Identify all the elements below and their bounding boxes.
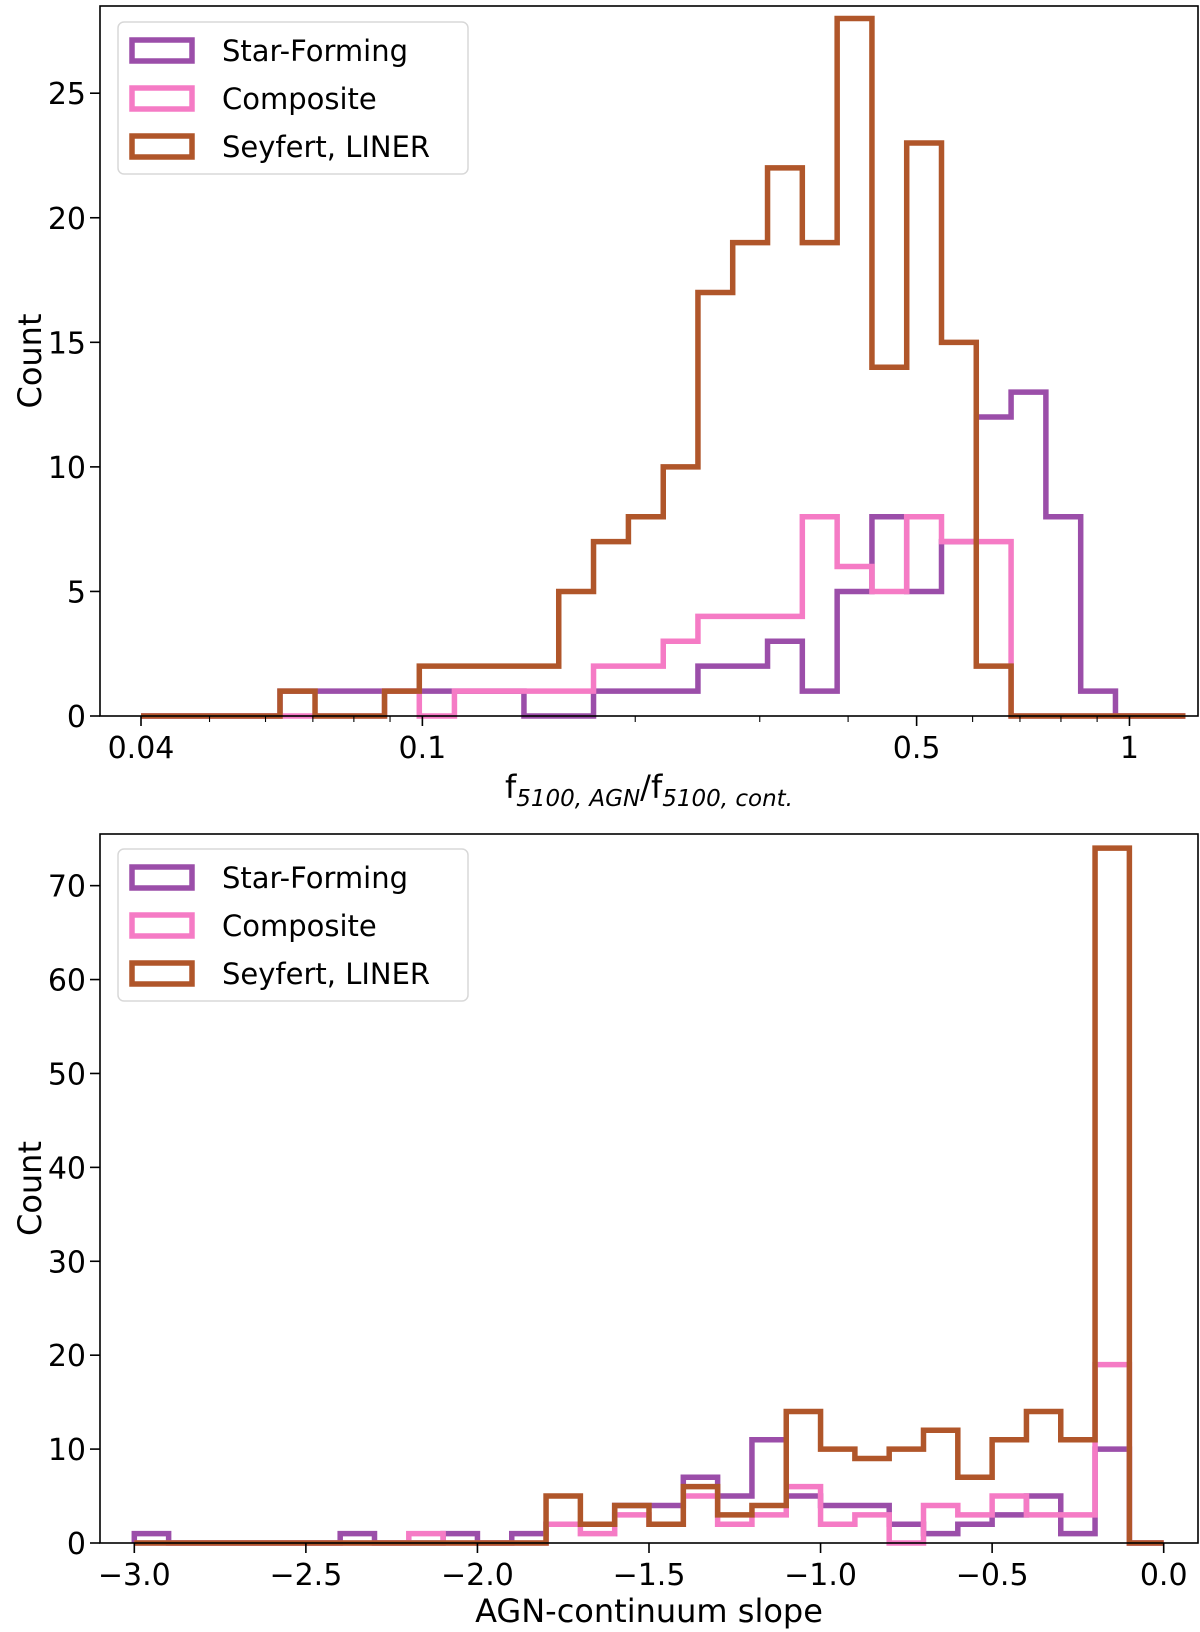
- legend-box: [117, 848, 469, 1002]
- legend-label-star-forming: Star-Forming: [222, 861, 408, 895]
- legend-label-composite: Composite: [222, 82, 377, 116]
- y-tick-label: 50: [48, 1057, 86, 1092]
- x-tick-label: 0.04: [108, 731, 175, 766]
- y-tick-label: 0: [67, 700, 86, 735]
- legend-swatch-composite: [129, 85, 195, 112]
- y-tick-label: 30: [48, 1245, 86, 1280]
- x-tick-label: 0.0: [1140, 1558, 1188, 1593]
- legend-box: [117, 21, 469, 175]
- x-tick-label: −1.5: [613, 1558, 686, 1593]
- y-tick-label: 20: [48, 202, 86, 237]
- x-tick-label: 1: [1120, 731, 1139, 766]
- y-axis-label: Count: [11, 313, 49, 408]
- y-tick-label: 10: [48, 1433, 86, 1468]
- bottom-histogram-panel: 0 10 20 30 40 50 60 70 −3.0 −2.5 −2.0 −1.5 −1.0 −0.5 0…: [11, 833, 1199, 1630]
- top-histogram-panel: 0 5 10 15 20 25 0.04 0.1 0.5 1 Count f5100, AGN/f51…: [11, 5, 1199, 812]
- legend: Star-Forming Composite Seyfert, LINER: [117, 848, 469, 1002]
- y-axis-label: Count: [11, 1141, 49, 1236]
- x-tick-label: −2.0: [441, 1558, 514, 1593]
- x-tick-label: −2.5: [269, 1558, 342, 1593]
- x-axis-label: AGN-continuum slope: [475, 1592, 823, 1630]
- legend-swatch-seyfert-liner: [129, 133, 195, 160]
- y-tick-label: 5: [67, 575, 86, 610]
- y-tick-label: 10: [48, 451, 86, 486]
- legend-label-seyfert-liner: Seyfert, LINER: [222, 957, 430, 991]
- x-tick-label: 0.1: [399, 731, 447, 766]
- x-tick-label: −1.0: [784, 1558, 857, 1593]
- legend: Star-Forming Composite Seyfert, LINER: [117, 21, 469, 175]
- series-star-forming-step: [131, 1436, 1164, 1546]
- legend-swatch-star-forming: [129, 37, 195, 64]
- x-tick-label: −3.0: [98, 1558, 171, 1593]
- plot-frame: [99, 5, 1199, 717]
- x-tick-label: −0.5: [956, 1558, 1029, 1593]
- legend-label-star-forming: Star-Forming: [222, 34, 408, 68]
- y-tick-label: 20: [48, 1339, 86, 1374]
- legend-swatch-star-forming: [129, 864, 195, 891]
- x-tick-label: 0.5: [893, 731, 941, 766]
- legend-swatch-composite: [129, 912, 195, 939]
- y-tick-label: 25: [48, 77, 86, 112]
- legend-label-seyfert-liner: Seyfert, LINER: [222, 130, 430, 164]
- y-tick-label: 70: [48, 870, 86, 905]
- legend-label-composite: Composite: [222, 909, 377, 943]
- x-axis-label: f5100, AGN/f5100, cont.: [505, 768, 793, 812]
- legend-swatch-seyfert-liner: [129, 960, 195, 987]
- y-tick-label: 60: [48, 964, 86, 999]
- series-star-forming-step: [141, 389, 1186, 719]
- y-tick-label: 0: [67, 1527, 86, 1562]
- y-tick-label: 15: [48, 326, 86, 361]
- y-tick-label: 40: [48, 1151, 86, 1186]
